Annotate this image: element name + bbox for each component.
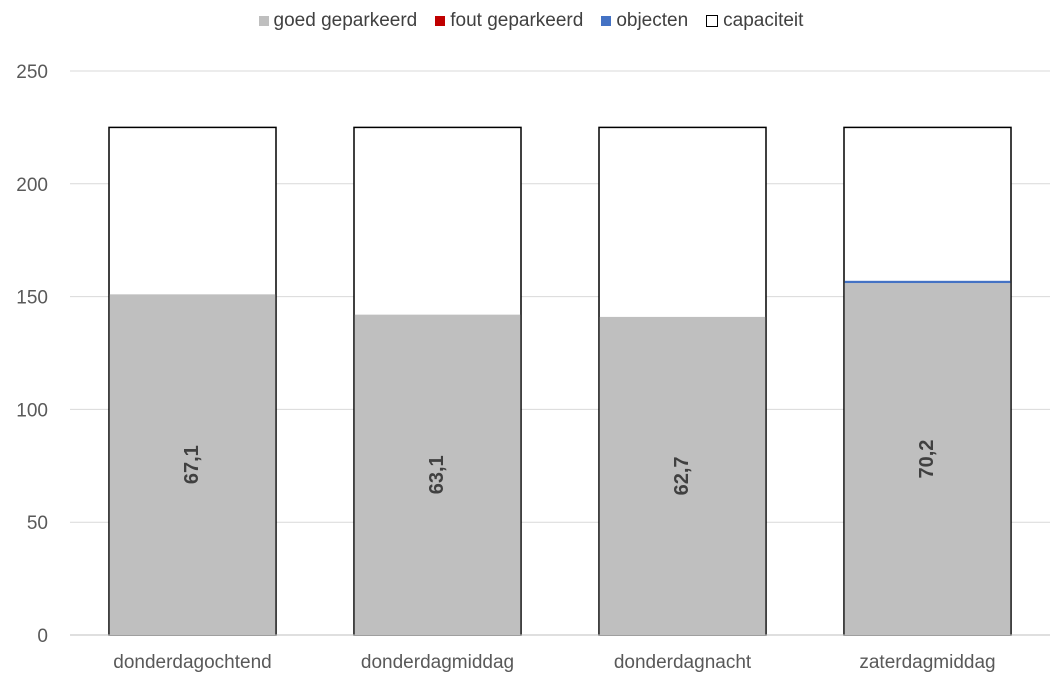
y-tick-label-3: 150 [16,288,48,309]
legend-item-objecten: objecten [601,10,688,32]
legend-item-capaciteit: capaciteit [706,10,803,32]
legend-item-fout-geparkeerd: fout geparkeerd [435,10,583,32]
bar-goed-geparkeerd-0 [109,294,276,635]
legend-label-goed-geparkeerd: goed geparkeerd [273,10,418,31]
y-tick-label-1: 50 [27,513,48,534]
legend-item-goed-geparkeerd: goed geparkeerd [258,10,418,32]
legend-swatch-goed-geparkeerd [258,16,269,26]
y-tick-label-0: 0 [37,626,48,647]
bar-goed-geparkeerd-3 [844,283,1011,635]
data-label-1: 63,1 [426,455,448,494]
y-tick-label-5: 250 [16,62,48,83]
legend-swatch-fout-geparkeerd [435,16,446,26]
y-tick-label-4: 200 [16,175,48,196]
category-label-3: zaterdagmiddag [859,652,995,673]
bar-goed-geparkeerd-2 [599,316,766,635]
legend-label-capaciteit: capaciteit [723,10,804,31]
legend-swatch-capaciteit [706,15,719,27]
legend-swatch-objecten [601,16,612,26]
data-label-2: 62,7 [671,456,693,495]
bar-objecten-3 [844,280,1011,284]
category-label-1: donderdagmiddag [361,652,514,673]
data-label-0: 67,1 [181,445,203,484]
category-label-0: donderdagochtend [113,652,271,673]
legend-label-fout-geparkeerd: fout geparkeerd [450,10,584,31]
y-tick-label-2: 100 [16,400,48,421]
legend: goed geparkeerd fout geparkeerd objecten… [0,8,1062,34]
data-label-3: 70,2 [916,440,938,479]
category-label-2: donderdagnacht [614,652,752,673]
legend-label-objecten: objecten [616,10,689,31]
bar-goed-geparkeerd-1 [354,314,521,635]
